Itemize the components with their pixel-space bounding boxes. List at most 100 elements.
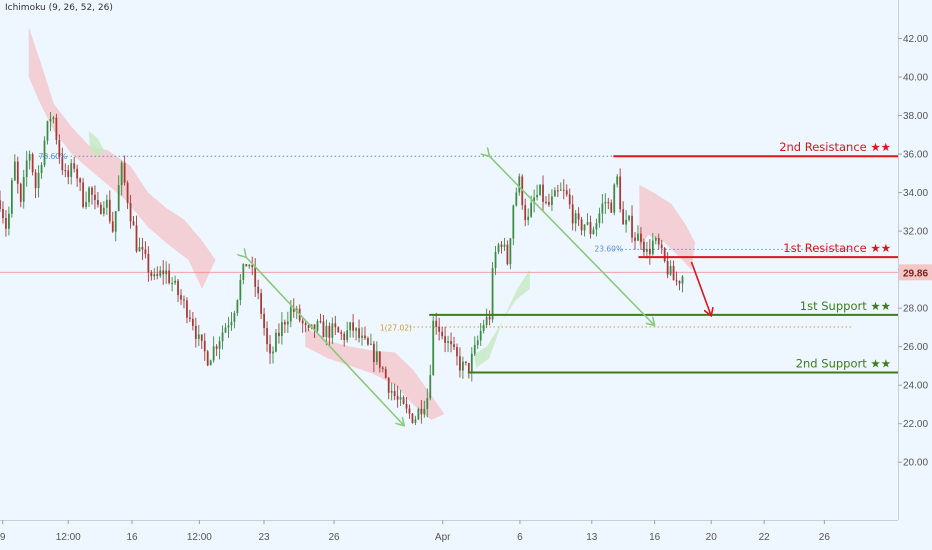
projection-arrow bbox=[690, 261, 711, 316]
candle-body bbox=[675, 280, 678, 282]
time-axis-label: 16 bbox=[126, 532, 138, 543]
candle-body bbox=[485, 316, 488, 326]
candle-body bbox=[396, 396, 399, 400]
candle-body bbox=[138, 247, 141, 252]
candle-body bbox=[423, 408, 426, 415]
candle-body bbox=[592, 229, 595, 234]
candle-body bbox=[497, 244, 500, 252]
candle-body bbox=[441, 331, 444, 337]
candle-body bbox=[40, 165, 43, 173]
candle-body bbox=[2, 208, 4, 219]
candle-body bbox=[444, 336, 446, 343]
1st-resistance-label: 1st Resistance ★★ bbox=[783, 241, 891, 255]
price-axis-label: 42.00 bbox=[903, 34, 928, 45]
candle-body bbox=[153, 274, 156, 277]
price-axis-label: 38.00 bbox=[903, 111, 928, 122]
time-axis-bg bbox=[0, 520, 932, 550]
candle-body bbox=[209, 360, 212, 366]
candle-body bbox=[79, 178, 82, 183]
candle-body bbox=[266, 327, 268, 345]
candle-body bbox=[248, 264, 251, 267]
candle-body bbox=[257, 286, 260, 294]
candle-body bbox=[482, 325, 485, 331]
time-axis-label: 12:00 bbox=[56, 532, 81, 543]
candle-body bbox=[660, 244, 663, 249]
candle-body bbox=[58, 140, 61, 158]
candle-body bbox=[254, 267, 257, 287]
current-price-label: 29.86 bbox=[903, 268, 928, 279]
candle-body bbox=[402, 397, 405, 404]
price-axis-label: 24.00 bbox=[903, 381, 928, 392]
candle-body bbox=[37, 172, 40, 189]
candle-body bbox=[358, 328, 360, 338]
candle-body bbox=[625, 219, 627, 225]
candle-body bbox=[180, 295, 182, 300]
candle-body bbox=[628, 215, 630, 220]
candle-body bbox=[619, 176, 622, 210]
candle-body bbox=[236, 300, 239, 314]
candle-body bbox=[556, 190, 559, 192]
candle-body bbox=[76, 168, 79, 179]
candle-body bbox=[559, 189, 562, 191]
time-axis-label: Apr bbox=[435, 532, 451, 543]
candle-body bbox=[568, 194, 571, 205]
candle-body bbox=[551, 196, 553, 205]
candle-body bbox=[473, 344, 476, 354]
candle-body bbox=[447, 341, 449, 343]
candle-body bbox=[269, 344, 271, 354]
candle-body bbox=[669, 265, 672, 275]
candle-body bbox=[367, 338, 369, 345]
candle-body bbox=[503, 244, 506, 247]
candle-body bbox=[637, 233, 639, 241]
candle-body bbox=[405, 403, 408, 409]
candle-body bbox=[378, 351, 381, 368]
time-axis-label: 22 bbox=[759, 532, 771, 543]
candle-body bbox=[657, 238, 660, 245]
candle-body bbox=[464, 361, 467, 364]
price-axis-label: 40.00 bbox=[903, 73, 928, 84]
candle-body bbox=[562, 189, 565, 191]
candle-body bbox=[82, 182, 84, 207]
candle-body bbox=[595, 223, 598, 230]
candle-body bbox=[25, 160, 28, 178]
candle-body bbox=[640, 233, 642, 242]
candle-body bbox=[435, 320, 438, 327]
candle-body bbox=[476, 340, 479, 345]
candle-body bbox=[337, 327, 340, 333]
candle-body bbox=[43, 140, 46, 166]
candle-body bbox=[527, 216, 530, 221]
candle-body bbox=[224, 327, 227, 333]
candle-body bbox=[200, 334, 203, 341]
ichimoku-cloud-0 bbox=[28, 26, 216, 289]
candle-body bbox=[34, 172, 37, 189]
candle-body bbox=[530, 202, 533, 217]
candle-body bbox=[417, 408, 420, 420]
candle-body bbox=[212, 346, 215, 361]
candle-body bbox=[319, 321, 322, 323]
candle-body bbox=[580, 219, 583, 231]
candle-body bbox=[390, 391, 393, 393]
candle-body bbox=[411, 413, 414, 423]
time-axis-label: 13 bbox=[586, 532, 598, 543]
candle-body bbox=[168, 270, 171, 284]
candle-body bbox=[678, 281, 681, 284]
candle-body bbox=[67, 170, 70, 177]
indicator-label[interactable]: Ichimoku (9, 26, 52, 26) bbox=[5, 3, 113, 13]
2nd-support-label: 2nd Support ★★ bbox=[796, 356, 891, 370]
candle-body bbox=[174, 280, 176, 284]
candle-body bbox=[349, 322, 352, 331]
candle-body bbox=[117, 185, 120, 212]
candle-body bbox=[334, 323, 337, 328]
candle-body bbox=[631, 215, 633, 238]
candle-body bbox=[61, 157, 64, 171]
candle-body bbox=[372, 343, 375, 363]
candle-body bbox=[515, 192, 518, 206]
candle-body bbox=[456, 347, 458, 357]
candle-body bbox=[233, 313, 236, 322]
time-axis-label: 23 bbox=[258, 532, 270, 543]
candle-body bbox=[316, 321, 319, 331]
candle-body bbox=[194, 325, 197, 339]
candle-body bbox=[227, 325, 230, 328]
candle-body bbox=[245, 264, 248, 267]
